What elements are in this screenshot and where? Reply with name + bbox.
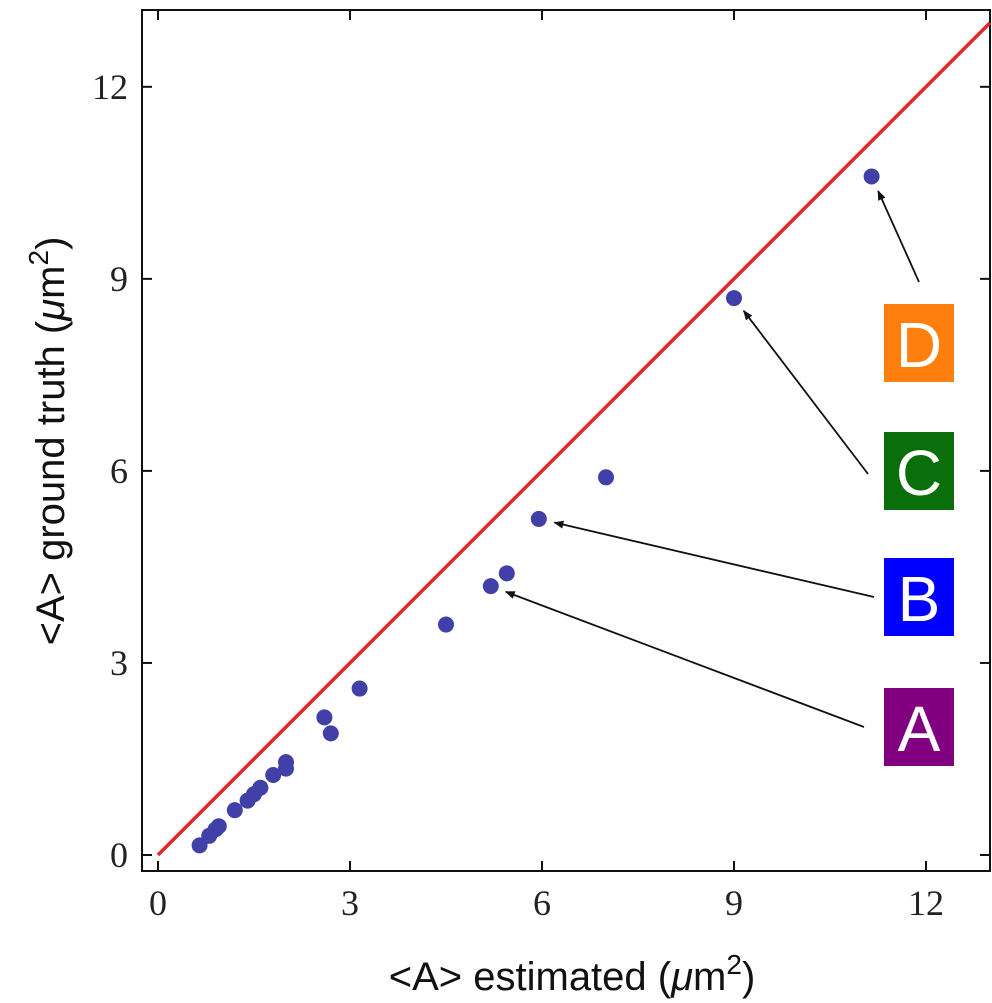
y-axis-title-suffix: ) bbox=[29, 237, 73, 250]
annotation-box-a bbox=[884, 688, 954, 766]
data-point bbox=[726, 290, 742, 307]
x-tick-label: 3 bbox=[341, 883, 359, 923]
annotation-box-b bbox=[884, 558, 954, 636]
y-tick-label: 12 bbox=[92, 67, 128, 107]
plot-frame bbox=[141, 9, 991, 872]
x-axis-title-prefix: <A> estimated ( bbox=[389, 955, 672, 999]
annotation-label-d: D bbox=[896, 309, 942, 381]
x-tick-label: 0 bbox=[149, 883, 167, 923]
data-point bbox=[210, 818, 227, 835]
data-point bbox=[438, 616, 454, 633]
y-tick-label: 9 bbox=[110, 259, 128, 299]
x-tick-label: 9 bbox=[725, 883, 743, 923]
reference-line bbox=[156, 21, 992, 857]
annotation-box-d bbox=[884, 304, 954, 382]
data-point bbox=[265, 766, 282, 783]
y-tick-label: 6 bbox=[110, 451, 128, 491]
x-tick-label: 12 bbox=[908, 883, 944, 923]
data-point bbox=[278, 754, 294, 771]
y-axis-title-sup: 2 bbox=[23, 250, 54, 266]
y-axis-title: <A> ground truth (μm2) bbox=[23, 237, 73, 646]
y-axis-title-mu: μ bbox=[29, 299, 73, 322]
annotation-label-b: B bbox=[898, 563, 941, 635]
data-point bbox=[863, 168, 880, 185]
x-axis-title-unit: m bbox=[693, 955, 726, 999]
data-point bbox=[226, 802, 243, 819]
data-point bbox=[498, 565, 515, 582]
data-point bbox=[598, 469, 614, 486]
annotation-label-a: A bbox=[898, 693, 941, 765]
x-axis-title-sup: 2 bbox=[726, 949, 742, 980]
y-tick-label: 0 bbox=[110, 835, 128, 875]
x-axis-title: <A> estimated (μm2) bbox=[389, 949, 756, 999]
annotation-arrow-c bbox=[742, 309, 869, 475]
y-tick-label: 3 bbox=[110, 643, 128, 683]
data-point bbox=[322, 725, 339, 742]
data-point bbox=[351, 680, 368, 697]
annotation-arrow-b bbox=[553, 520, 875, 598]
annotation-box-c bbox=[884, 432, 954, 510]
x-axis-title-suffix: ) bbox=[742, 955, 755, 999]
y-axis-title-unit: m bbox=[29, 266, 73, 299]
x-axis-title-mu: μ bbox=[670, 955, 693, 999]
data-point bbox=[530, 510, 547, 527]
data-point bbox=[482, 578, 499, 595]
data-point bbox=[316, 709, 333, 726]
y-axis-title-prefix: <A> ground truth ( bbox=[29, 320, 73, 645]
annotation-arrow-d bbox=[877, 190, 920, 283]
annotation-label-c: C bbox=[896, 437, 942, 509]
x-tick-label: 6 bbox=[533, 883, 551, 923]
data-point bbox=[252, 779, 269, 796]
annotation-arrow-a bbox=[504, 590, 865, 728]
